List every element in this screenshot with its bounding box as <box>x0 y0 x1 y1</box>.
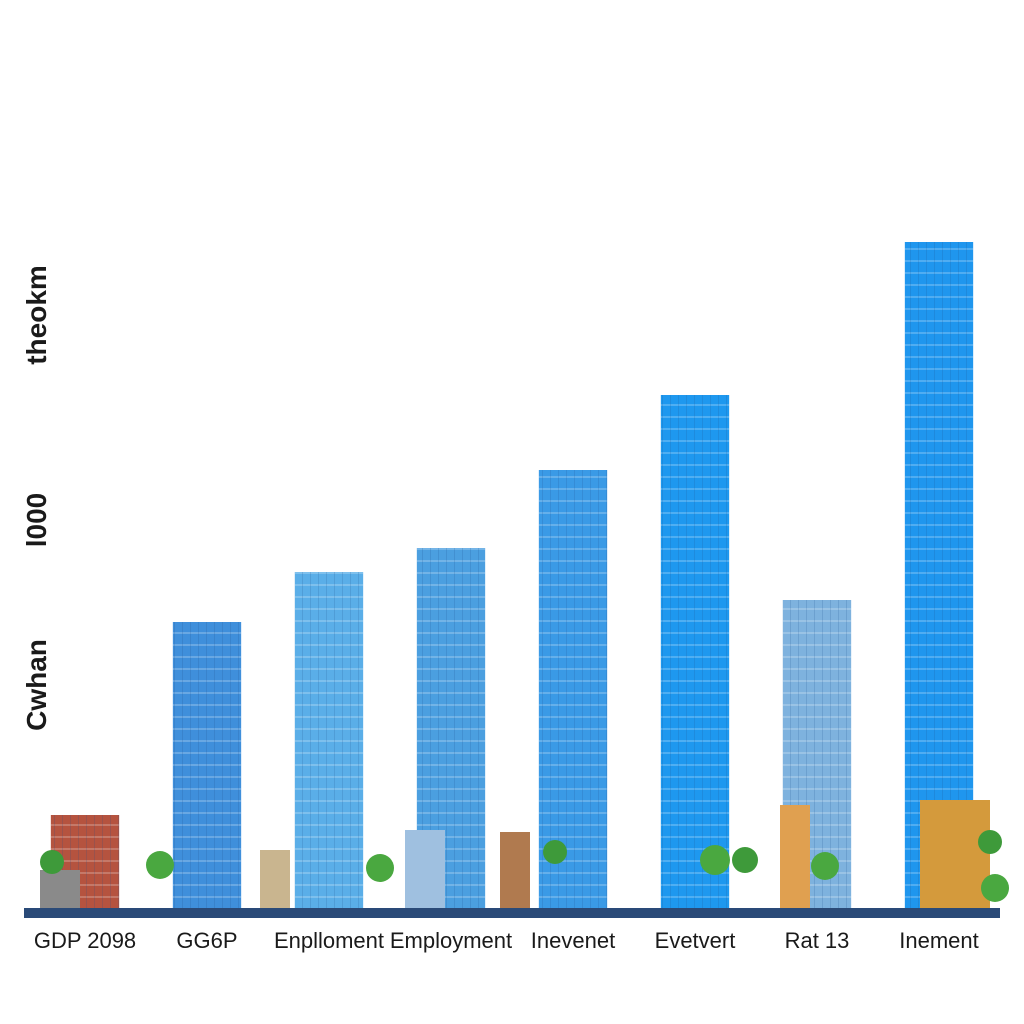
y-axis-label: l000 <box>21 493 52 548</box>
bar-windows <box>538 470 608 908</box>
small-building <box>780 805 810 908</box>
tree <box>40 850 64 874</box>
bar-windows <box>294 572 364 908</box>
tree <box>543 840 567 864</box>
small-building <box>405 830 445 908</box>
small-building <box>920 800 990 908</box>
bar-windows <box>660 395 730 908</box>
small-building <box>260 850 290 908</box>
city-decor <box>40 800 1009 908</box>
x-tick-label: Inevenet <box>531 928 615 953</box>
x-tick-label: Employment <box>390 928 512 953</box>
x-tick-label: Rat 13 <box>785 928 850 953</box>
tree <box>978 830 1002 854</box>
tree <box>700 845 730 875</box>
y-axis-label: Cwhan <box>21 639 52 731</box>
bar-windows <box>904 242 974 908</box>
small-building <box>500 832 530 908</box>
small-building <box>40 870 80 908</box>
x-tick-label: Inement <box>899 928 979 953</box>
tree <box>981 874 1009 902</box>
tree <box>146 851 174 879</box>
tree <box>811 852 839 880</box>
tree <box>366 854 394 882</box>
x-tick-label: Evetvert <box>655 928 736 953</box>
y-axis-label: theokm <box>21 265 52 365</box>
x-tick-label: GG6P <box>176 928 237 953</box>
baseline <box>24 908 1000 918</box>
x-tick-label: Enplloment <box>274 928 384 953</box>
tree <box>732 847 758 873</box>
bar-windows <box>172 622 242 908</box>
x-tick-label: GDP 2098 <box>34 928 136 953</box>
